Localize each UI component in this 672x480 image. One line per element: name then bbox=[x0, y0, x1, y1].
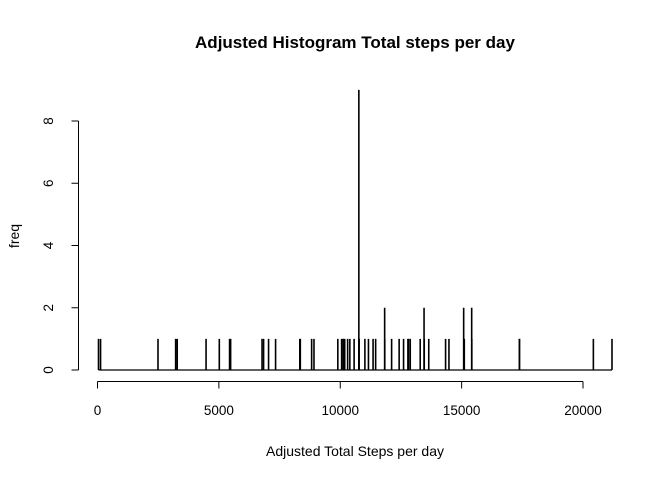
x-tick-label: 0 bbox=[94, 403, 102, 418]
x-tick-label: 10000 bbox=[321, 403, 359, 418]
y-tick-label: 8 bbox=[41, 117, 56, 125]
x-tick-label: 5000 bbox=[204, 403, 234, 418]
y-tick-label: 6 bbox=[41, 179, 56, 187]
x-tick-label: 20000 bbox=[564, 403, 602, 418]
bars-group bbox=[97, 89, 613, 371]
chart-title: Adjusted Histogram Total steps per day bbox=[195, 33, 515, 52]
y-axis: 0 2 4 6 8 bbox=[41, 117, 79, 374]
y-tick-label: 4 bbox=[41, 241, 56, 249]
x-axis-label: Adjusted Total Steps per day bbox=[266, 443, 444, 459]
x-axis: 0 5000 10000 15000 20000 bbox=[94, 381, 602, 418]
x-tick-label: 15000 bbox=[443, 403, 481, 418]
y-tick-label: 0 bbox=[41, 366, 56, 374]
y-axis-label: freq bbox=[6, 224, 22, 248]
y-tick-label: 2 bbox=[41, 304, 56, 312]
